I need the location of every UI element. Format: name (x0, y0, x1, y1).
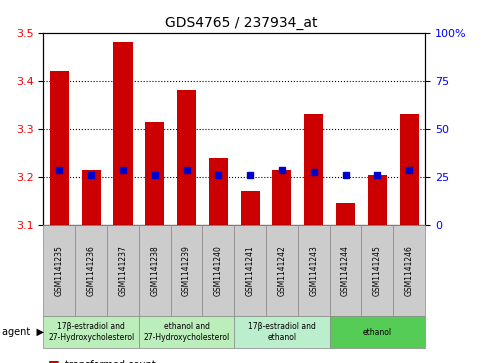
Text: GSM1141242: GSM1141242 (277, 245, 286, 296)
Bar (50, 71, 69, 225)
Text: transformed count: transformed count (65, 360, 156, 363)
Text: GSM1141241: GSM1141241 (246, 245, 255, 296)
Bar (82, 170, 101, 225)
Text: ethanol: ethanol (363, 328, 392, 337)
Text: GSM1141239: GSM1141239 (182, 245, 191, 296)
Bar (336, 203, 355, 225)
Text: GSM1141244: GSM1141244 (341, 245, 350, 296)
Bar (272, 170, 292, 225)
Text: GSM1141246: GSM1141246 (405, 245, 413, 296)
Bar (304, 114, 323, 225)
Text: GDS4765 / 237934_at: GDS4765 / 237934_at (165, 16, 318, 30)
Text: ■: ■ (48, 358, 60, 363)
Bar (177, 90, 196, 225)
Bar (241, 191, 260, 225)
Bar (145, 122, 164, 225)
Text: 17β-estradiol and
ethanol: 17β-estradiol and ethanol (248, 322, 316, 342)
Text: GSM1141235: GSM1141235 (55, 245, 64, 296)
Bar (368, 175, 387, 225)
Text: GSM1141245: GSM1141245 (373, 245, 382, 296)
Bar (399, 114, 419, 225)
Bar (114, 42, 132, 225)
Text: GSM1141237: GSM1141237 (118, 245, 128, 296)
Text: GSM1141243: GSM1141243 (309, 245, 318, 296)
Text: agent  ▶: agent ▶ (2, 327, 44, 337)
Text: GSM1141236: GSM1141236 (86, 245, 96, 296)
Bar (209, 158, 228, 225)
Text: ethanol and
27-Hydroxycholesterol: ethanol and 27-Hydroxycholesterol (143, 322, 230, 342)
Text: 17β-estradiol and
27-Hydroxycholesterol: 17β-estradiol and 27-Hydroxycholesterol (48, 322, 134, 342)
Text: GSM1141240: GSM1141240 (214, 245, 223, 296)
Text: GSM1141238: GSM1141238 (150, 245, 159, 296)
